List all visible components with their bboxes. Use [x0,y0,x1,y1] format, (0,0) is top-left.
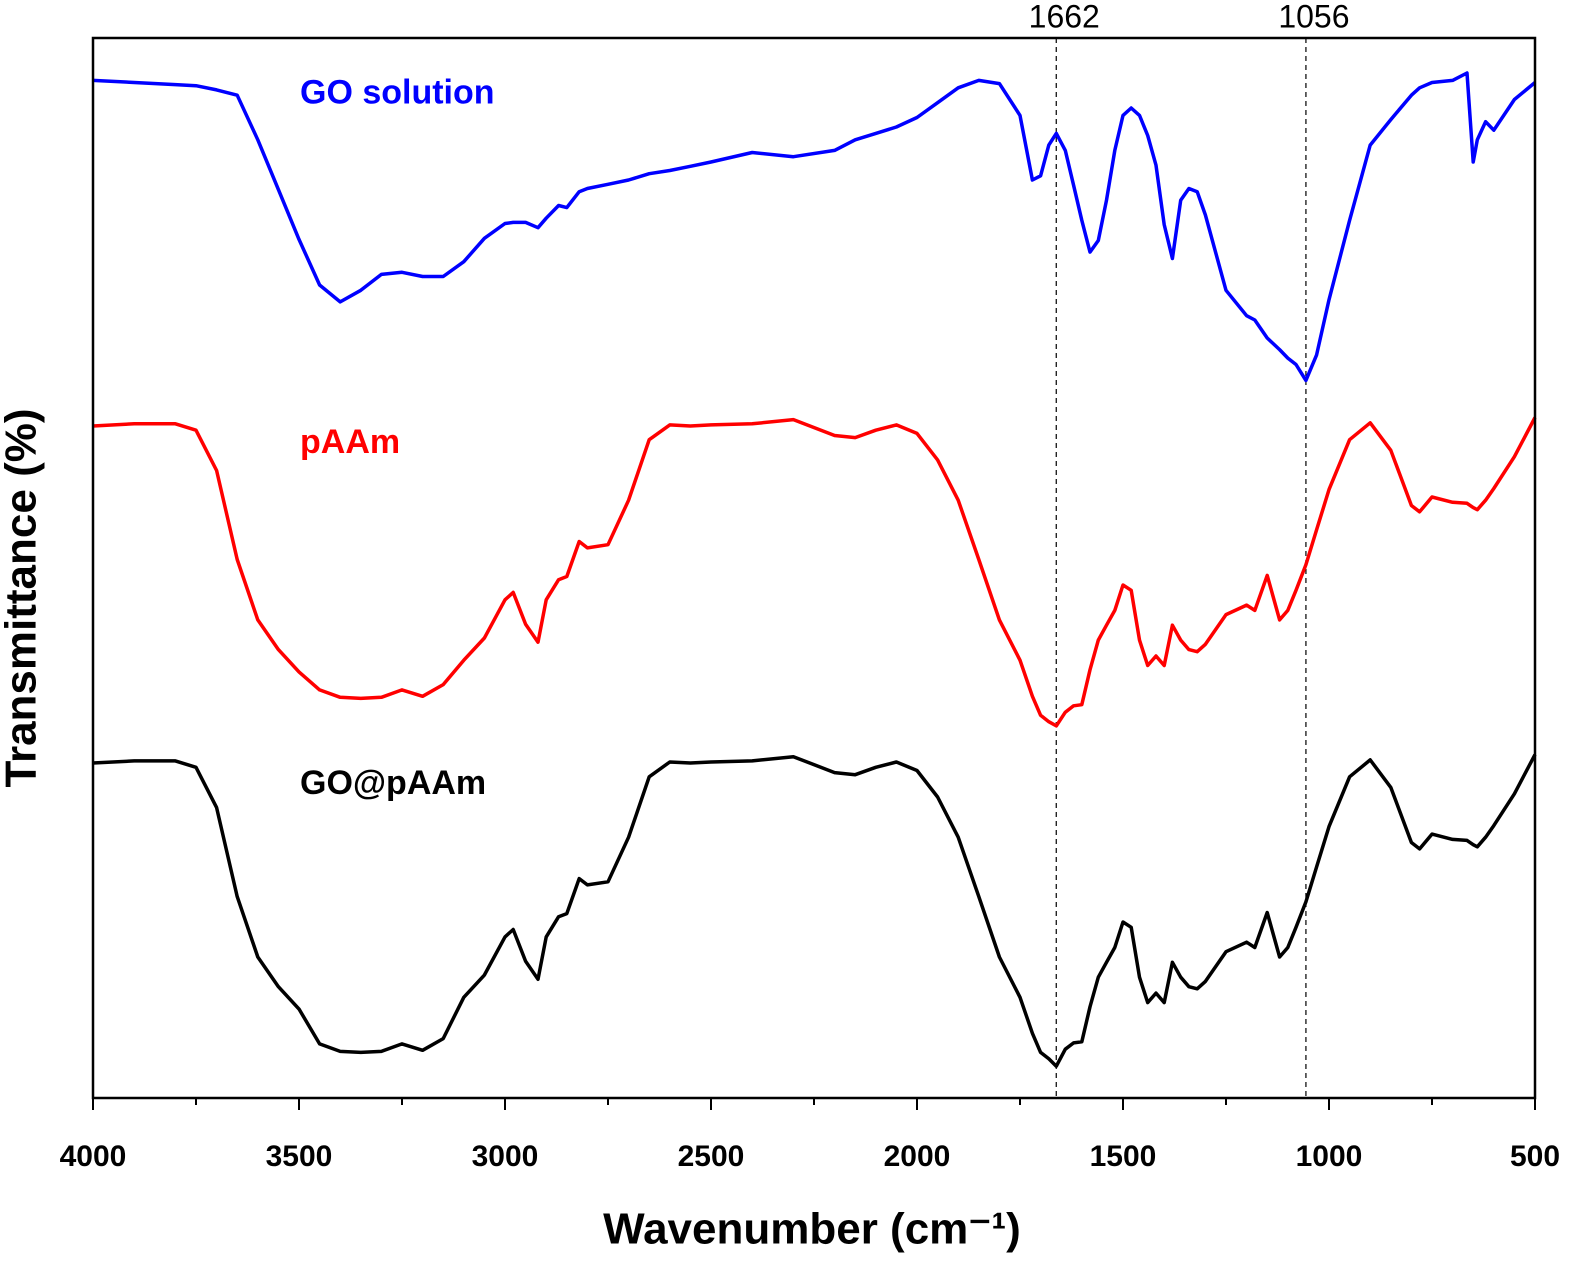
series-line [92,416,1537,728]
x-axis-label: Wavenumber (cm⁻¹) [603,1205,1021,1254]
series-label: pAAm [300,423,400,461]
x-tick-label: 1000 [1296,1140,1363,1173]
x-tick-label: 2500 [678,1140,745,1173]
series-line [92,71,1537,383]
reference-label: 1056 [1278,0,1349,34]
plot-frame [91,36,1537,1100]
x-tick-label: 1500 [1090,1140,1157,1173]
x-tick-label: 3500 [266,1140,333,1173]
series-label: GO solution [300,73,495,111]
x-tick-label: 4000 [60,1140,127,1173]
x-tick-label: 3000 [472,1140,539,1173]
series-line [92,753,1537,1068]
series-label: GO@pAAm [300,764,486,802]
x-tick-label: 2000 [884,1140,951,1173]
y-axis-label: Transmittance (%) [0,409,46,788]
x-tick-label: 500 [1510,1140,1560,1173]
reference-label: 1662 [1029,0,1100,34]
